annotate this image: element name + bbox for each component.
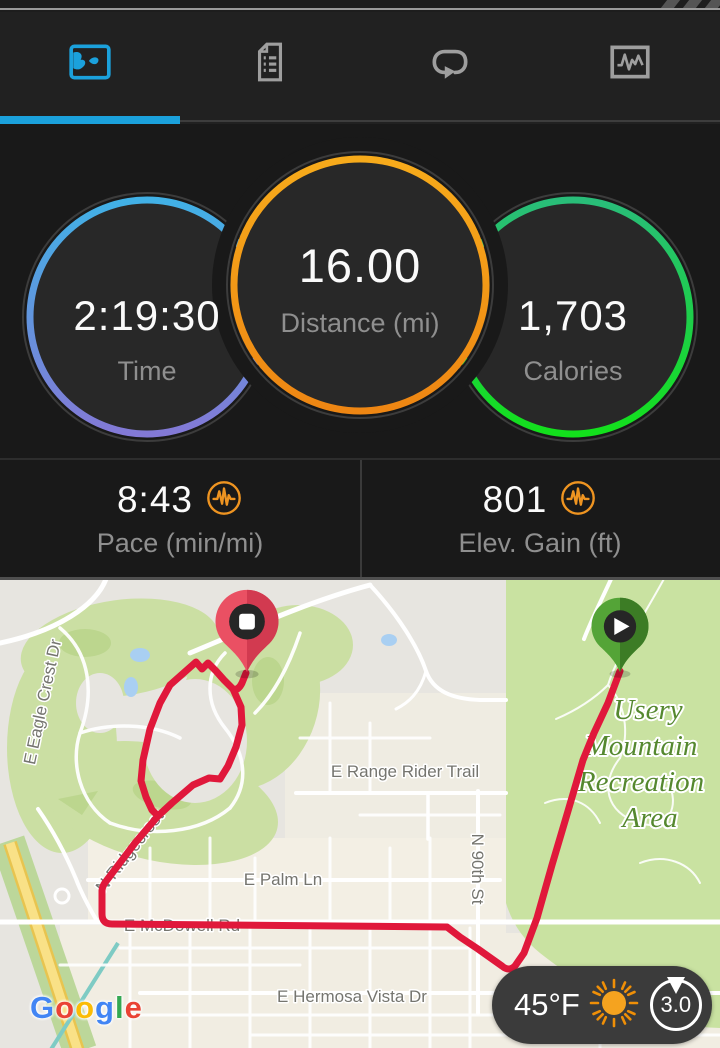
pace-label: Pace (min/mi): [96, 527, 264, 558]
tab-bar: [0, 12, 720, 124]
top-banner-strip: [0, 0, 720, 12]
weather-pill: 45°F 3.0: [492, 966, 712, 1044]
time-label: Time: [117, 356, 177, 386]
park-label-line: Usery: [613, 694, 682, 726]
finish-marker: [215, 589, 279, 679]
elevation-value: 801: [482, 479, 548, 520]
tab-selected-indicator: [0, 116, 180, 124]
route-map[interactable]: E Eagle Crest Dr N Ridgecrest E Range Ri…: [0, 577, 720, 1048]
street-label-palm: E Palm Ln: [244, 870, 322, 889]
calories-value: 1,703: [517, 292, 629, 339]
map-canvas: E Eagle Crest Dr N Ridgecrest E Range Ri…: [0, 580, 720, 1048]
pace-stat: 8:43 Pace (min/mi): [0, 460, 360, 577]
google-letter: o: [55, 990, 76, 1025]
route-polyline: [98, 658, 624, 973]
waveform-circle-icon[interactable]: [205, 479, 243, 522]
distance-label: Distance (mi): [280, 308, 440, 338]
park-label-line: Mountain: [584, 730, 698, 762]
banner-stripe: [682, 0, 703, 8]
summary-rings-panel: 2:19:30 Time 16.00 Distance (mi) 1,703 C…: [0, 124, 720, 458]
secondary-stats-row: 8:43 Pace (min/mi) 801: [0, 458, 720, 577]
document-icon: [247, 39, 293, 90]
calories-label: Calories: [523, 356, 623, 386]
tab-underline-track: [0, 120, 720, 122]
tab-map[interactable]: [0, 12, 180, 116]
elevation-label: Elev. Gain (ft): [458, 527, 622, 558]
tab-details[interactable]: [180, 12, 360, 116]
distance-value: 16.00: [298, 239, 422, 292]
tab-charts[interactable]: [540, 12, 720, 116]
google-letter: G: [30, 990, 56, 1025]
google-letter: l: [114, 990, 125, 1025]
distance-ring: [212, 137, 508, 433]
play-icon: [614, 617, 630, 635]
park-label-line: Area: [620, 802, 677, 834]
park-label-line: Recreation: [577, 766, 704, 798]
map-icon: [67, 39, 113, 90]
pace-value: 8:43: [116, 479, 193, 520]
wind-speed-value: 3.0: [660, 992, 692, 1017]
park-label: Usery Mountain Recreation Area: [575, 692, 706, 836]
google-letter: e: [124, 990, 143, 1025]
google-letter: o: [75, 990, 95, 1025]
waveform-circle-icon[interactable]: [559, 479, 597, 522]
street-label-hermosa: E Hermosa Vista Dr: [277, 987, 427, 1006]
stop-icon: [239, 613, 255, 630]
google-logo[interactable]: Google: [30, 990, 143, 1026]
tab-laps[interactable]: [360, 12, 540, 116]
street-label-90th: N 90th St: [468, 834, 487, 905]
street-label-range-rider: E Range Rider Trail: [331, 762, 479, 781]
wind-gauge: 3.0: [649, 979, 702, 1031]
temperature-value: 45°F: [514, 987, 580, 1022]
banner-stripe: [660, 0, 681, 8]
time-value: 2:19:30: [73, 292, 221, 339]
sun-icon: [588, 977, 640, 1034]
laps-loop-icon: [427, 39, 473, 90]
elevation-stat: 801 Elev. Gain (ft): [360, 460, 718, 577]
start-marker: [591, 597, 649, 678]
banner-divider: [0, 8, 720, 10]
google-letter: g: [95, 990, 115, 1025]
banner-stripe: [704, 0, 720, 8]
chart-frame-icon: [607, 39, 653, 90]
